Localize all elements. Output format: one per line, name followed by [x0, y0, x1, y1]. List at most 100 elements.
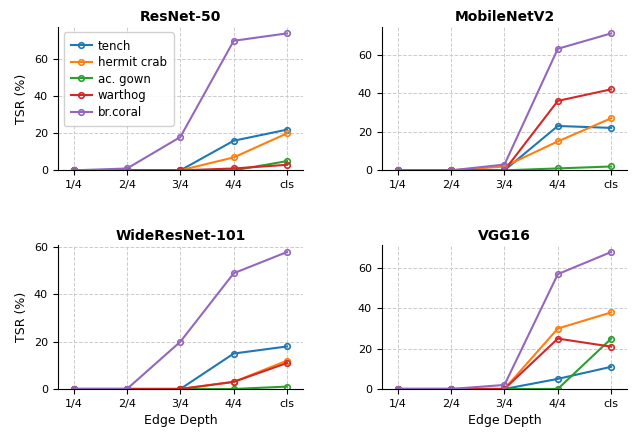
ac. gown [554, 166, 562, 171]
ac. gown [177, 168, 184, 173]
hermit crab [500, 386, 508, 392]
tench [447, 386, 455, 392]
tench [123, 386, 131, 392]
ac. gown [447, 168, 455, 173]
Line: tench: tench [395, 123, 614, 173]
warthog [284, 162, 291, 168]
hermit crab [394, 168, 401, 173]
warthog [447, 168, 455, 173]
hermit crab [607, 116, 615, 121]
warthog [394, 168, 401, 173]
Line: tench: tench [395, 364, 614, 392]
Line: tench: tench [71, 127, 290, 173]
ac. gown [284, 158, 291, 164]
ac. gown [123, 168, 131, 173]
tench [230, 351, 237, 356]
hermit crab [284, 131, 291, 136]
hermit crab [554, 139, 562, 144]
Title: MobileNetV2: MobileNetV2 [454, 10, 555, 24]
tench [554, 123, 562, 129]
warthog [177, 386, 184, 392]
Line: br.coral: br.coral [395, 30, 614, 173]
hermit crab [177, 386, 184, 392]
warthog [230, 379, 237, 385]
warthog [554, 336, 562, 341]
hermit crab [70, 386, 77, 392]
br.coral [500, 382, 508, 388]
hermit crab [123, 168, 131, 173]
warthog [607, 344, 615, 349]
hermit crab [554, 326, 562, 331]
Line: tench: tench [71, 344, 290, 392]
warthog [70, 168, 77, 173]
tench [607, 364, 615, 370]
Line: ac. gown: ac. gown [395, 336, 614, 392]
Line: ac. gown: ac. gown [395, 164, 614, 173]
br.coral [500, 162, 508, 167]
X-axis label: Edge Depth: Edge Depth [468, 414, 541, 427]
br.coral [70, 386, 77, 392]
br.coral [394, 386, 401, 392]
tench [284, 344, 291, 349]
ac. gown [500, 386, 508, 392]
hermit crab [284, 358, 291, 363]
warthog [70, 386, 77, 392]
tench [554, 376, 562, 381]
br.coral [394, 168, 401, 173]
br.coral [230, 271, 237, 276]
br.coral [447, 386, 455, 392]
tench [123, 168, 131, 173]
ac. gown [554, 386, 562, 392]
hermit crab [70, 168, 77, 173]
hermit crab [177, 168, 184, 173]
Line: hermit crab: hermit crab [395, 310, 614, 392]
tench [500, 168, 508, 173]
warthog [554, 98, 562, 103]
warthog [284, 360, 291, 366]
tench [230, 138, 237, 143]
ac. gown [70, 386, 77, 392]
ac. gown [607, 164, 615, 169]
br.coral [447, 168, 455, 173]
ac. gown [230, 386, 237, 392]
tench [500, 386, 508, 392]
Title: WideResNet-101: WideResNet-101 [115, 229, 246, 243]
tench [177, 386, 184, 392]
ac. gown [500, 168, 508, 173]
warthog [607, 87, 615, 92]
warthog [123, 168, 131, 173]
br.coral [70, 168, 77, 173]
tench [70, 386, 77, 392]
Legend: tench, hermit crab, ac. gown, warthog, br.coral: tench, hermit crab, ac. gown, warthog, b… [63, 32, 174, 126]
warthog [123, 386, 131, 392]
Line: warthog: warthog [395, 336, 614, 392]
ac. gown [177, 386, 184, 392]
ac. gown [70, 168, 77, 173]
ac. gown [230, 168, 237, 173]
br.coral [177, 134, 184, 140]
hermit crab [230, 155, 237, 160]
hermit crab [447, 386, 455, 392]
hermit crab [394, 386, 401, 392]
Title: ResNet-50: ResNet-50 [140, 10, 221, 24]
br.coral [177, 339, 184, 344]
Line: hermit crab: hermit crab [71, 358, 290, 392]
tench [70, 168, 77, 173]
Line: warthog: warthog [395, 87, 614, 173]
warthog [500, 168, 508, 173]
hermit crab [447, 168, 455, 173]
warthog [230, 166, 237, 171]
hermit crab [500, 164, 508, 169]
br.coral [230, 38, 237, 43]
br.coral [284, 249, 291, 255]
hermit crab [230, 379, 237, 385]
br.coral [554, 46, 562, 51]
Line: hermit crab: hermit crab [71, 130, 290, 173]
hermit crab [607, 310, 615, 315]
ac. gown [394, 386, 401, 392]
X-axis label: Edge Depth: Edge Depth [143, 414, 217, 427]
warthog [447, 386, 455, 392]
tench [177, 168, 184, 173]
tench [394, 168, 401, 173]
Line: ac. gown: ac. gown [71, 158, 290, 173]
